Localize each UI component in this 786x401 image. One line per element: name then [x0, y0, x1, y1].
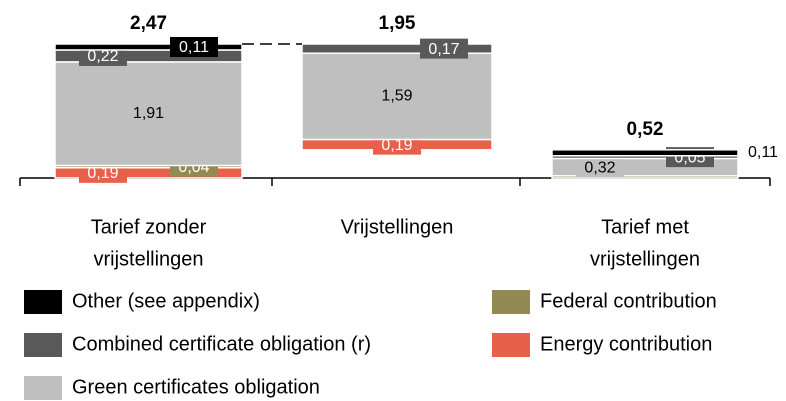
- legend-swatch: [24, 376, 62, 400]
- value-label: 0,19: [87, 165, 118, 182]
- bar-segment: [54, 43, 243, 51]
- legend-swatch: [492, 333, 530, 357]
- total-label: 1,95: [379, 13, 416, 34]
- value-label: 0,32: [584, 159, 615, 176]
- bar-segment: [301, 43, 493, 54]
- legend-label: Energy contribution: [540, 333, 712, 355]
- value-label-box: [576, 157, 624, 178]
- legend-swatch: [24, 290, 62, 314]
- value-label: 1,59: [381, 88, 412, 105]
- x-tick-label: Tarief met: [601, 216, 689, 238]
- value-label-box: [420, 38, 468, 59]
- x-tick-label: vrijstellingen: [590, 248, 700, 270]
- bar-segment: [551, 149, 739, 157]
- value-label-box: [79, 45, 127, 66]
- legend-label: Combined certificate obligation (r): [72, 333, 371, 355]
- x-tick-label: Tarief zonder: [91, 216, 207, 238]
- x-tick-label: vrijstellingen: [93, 248, 203, 270]
- value-label: 0,19: [381, 137, 412, 154]
- legend-swatch: [24, 333, 62, 357]
- value-label-box: [170, 36, 218, 57]
- total-label: 2,47: [130, 13, 167, 34]
- value-label: 0,22: [87, 48, 118, 65]
- value-label: 1,91: [133, 105, 164, 122]
- legend-label: Federal contribution: [540, 290, 717, 312]
- total-label: 0,52: [627, 119, 664, 140]
- legend-label: Other (see appendix): [72, 290, 260, 312]
- value-label: 0,11: [179, 39, 209, 56]
- legend-label: Green certificates obligation: [72, 376, 320, 398]
- value-label: 0,11: [748, 144, 778, 161]
- value-label: 0,17: [428, 41, 459, 58]
- bar-segment: [54, 61, 243, 167]
- x-tick-label: Vrijstellingen: [341, 216, 454, 238]
- legend-swatch: [492, 290, 530, 314]
